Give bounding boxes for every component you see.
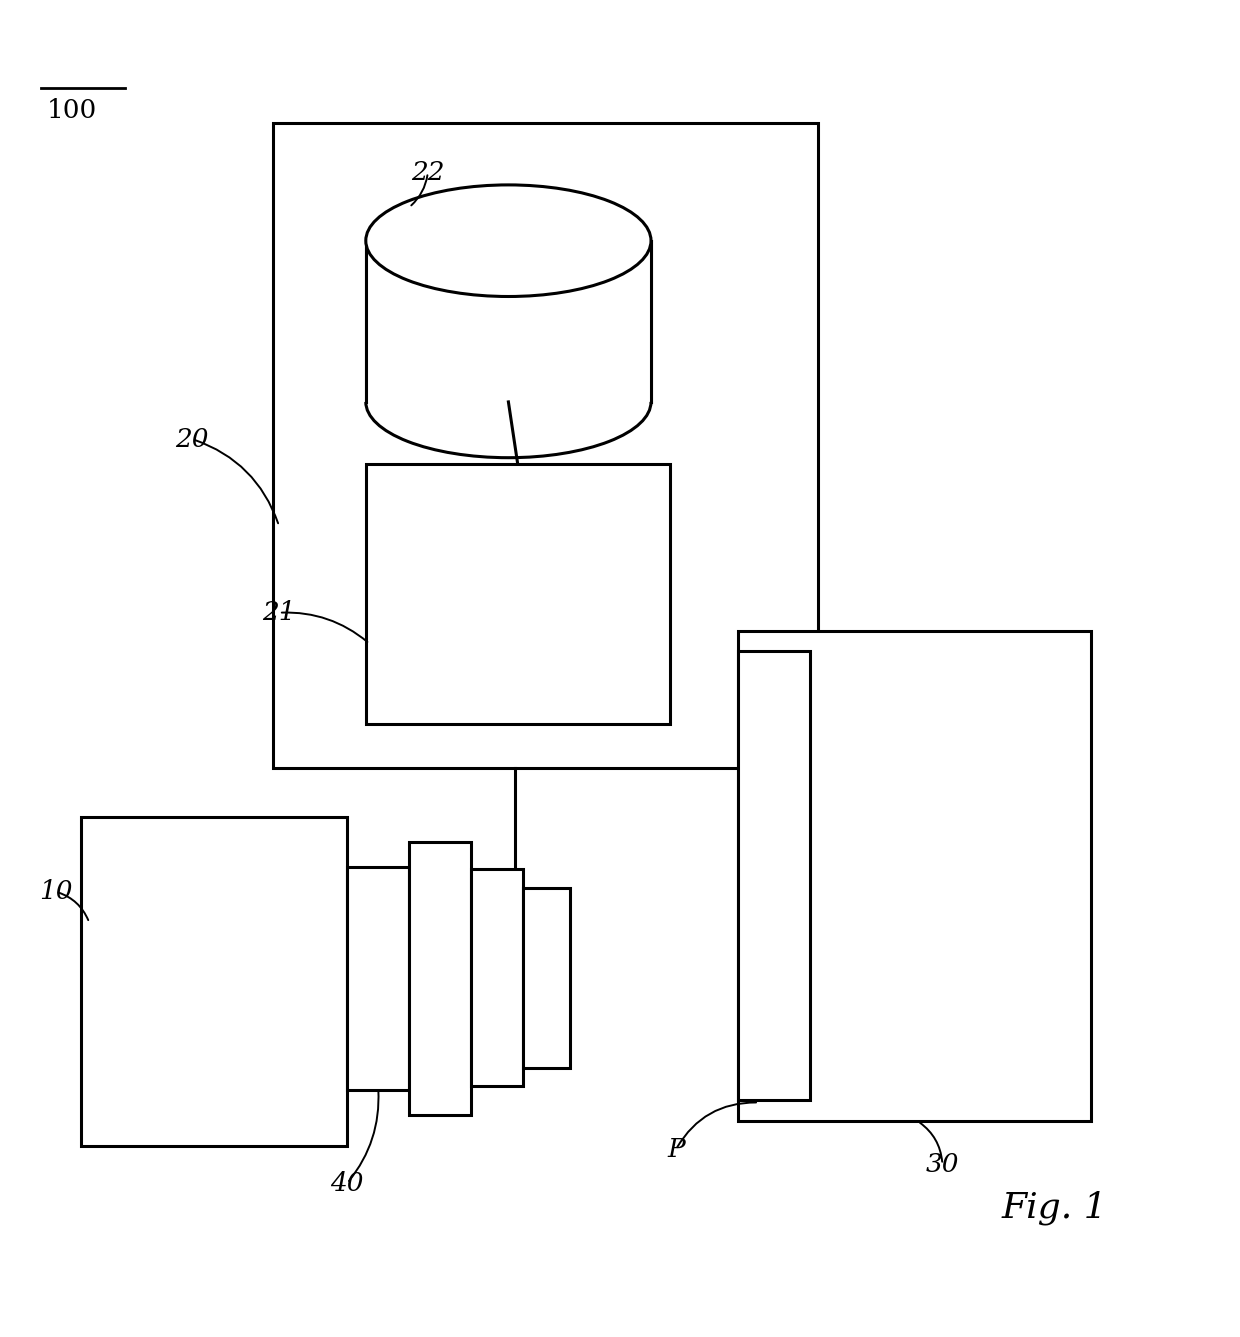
Text: Fig. 1: Fig. 1 [1001,1191,1107,1225]
Text: 21: 21 [262,600,296,626]
Text: 20: 20 [175,427,210,452]
Text: P: P [667,1138,684,1162]
Bar [366,464,670,725]
Text: 10: 10 [38,880,73,904]
Bar [273,123,818,767]
Bar [366,241,651,402]
Text: 22: 22 [410,160,445,185]
Bar [471,869,523,1087]
Bar [409,842,471,1115]
Bar [738,631,1091,1122]
Bar [523,888,570,1068]
Bar [738,651,810,1100]
Bar [347,866,409,1090]
Text: 100: 100 [47,98,98,123]
Text: 40: 40 [330,1171,365,1195]
Ellipse shape [366,185,651,297]
Bar [81,817,347,1146]
Text: 30: 30 [925,1152,960,1177]
